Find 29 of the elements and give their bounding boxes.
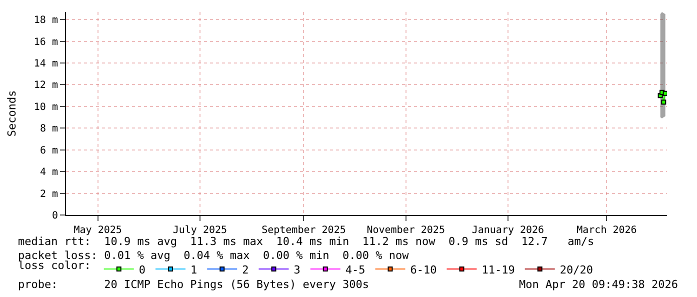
- text: Mon Apr 20 09:49:38 2026: [519, 278, 678, 291]
- legend-label: 2: [242, 263, 249, 276]
- x-tick-label: March 2026: [576, 225, 637, 236]
- y-tick-label: 8 m: [40, 124, 58, 135]
- legend-label: 6-10: [410, 263, 437, 276]
- y-tick-label: 6 m: [40, 145, 58, 156]
- x-tick-label: July 2025: [172, 225, 228, 236]
- x-tick-label: January 2026: [472, 225, 544, 236]
- y-tick-label: 0: [52, 210, 58, 222]
- y-tick-label: 16 m: [34, 36, 58, 48]
- y-tick-label: 12 m: [34, 80, 58, 92]
- text: median rtt: 10.9 ms avg 11.3 ms max 10.4 ms min 11.2 ms now 0.9 ms sd 12.7 am/s: [18, 235, 594, 248]
- y-tick-label: 4 m: [40, 167, 58, 178]
- y-tick-label: 18 m: [34, 15, 58, 26]
- legend-label: 20/20: [560, 263, 593, 276]
- y-tick-label: 14 m: [34, 58, 58, 70]
- legend-label: 3: [294, 263, 300, 276]
- legend-label: 1: [190, 263, 198, 276]
- legend-label: 11-19: [482, 263, 515, 276]
- text: packet loss: 0.01 % avg 0.04 % max 0.00 % min 0.00 % now: [18, 249, 410, 262]
- x-tick-label: September 2025: [262, 225, 346, 236]
- y-tick-label: 10 m: [34, 102, 58, 113]
- y-tick-label: 2 m: [40, 188, 58, 200]
- legend-label: 0: [138, 263, 146, 276]
- legend-label: 4-5: [345, 263, 366, 276]
- x-tick-label: May 2025: [74, 225, 122, 236]
- y-axis-title: Seconds: [6, 90, 19, 137]
- x-tick-label: November 2025: [366, 225, 445, 236]
- text: probe: 20 ICMP Echo Pings (56 Bytes) every 300s: [18, 278, 369, 291]
